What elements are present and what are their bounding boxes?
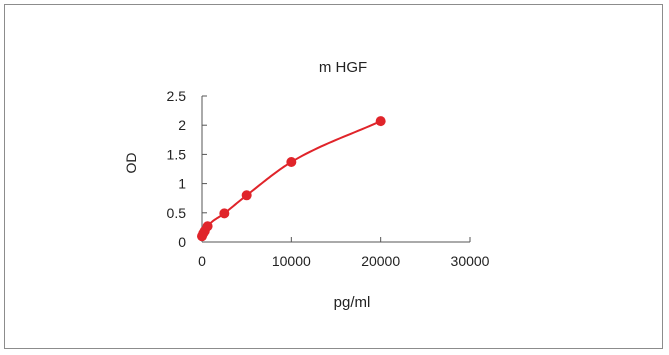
y-tick-label: 2.5 [167, 88, 187, 104]
data-points-layer [197, 116, 386, 242]
data-point [286, 156, 297, 167]
data-point [219, 208, 230, 219]
y-tick-label: 0 [178, 234, 186, 250]
data-point [375, 116, 386, 127]
chart-title: m HGF [319, 59, 367, 76]
x-tick-label: 0 [198, 253, 206, 269]
data-point [241, 190, 252, 201]
y-tick-label: 2 [178, 117, 186, 133]
x-tick-label: 10000 [272, 253, 311, 269]
axes: 0 0.5 1 1.5 2 2.5 0 10000 20000 30000 [167, 88, 490, 269]
fit-curve-layer [201, 120, 382, 237]
y-tick-label: 1 [178, 176, 186, 192]
fit-curve [201, 120, 382, 237]
x-tick-label: 30000 [451, 253, 490, 269]
y-tick-label: 0.5 [167, 205, 187, 221]
y-tick-label: 1.5 [167, 146, 187, 162]
x-tick-label: 20000 [361, 253, 400, 269]
y-axis-label: OD [123, 153, 139, 174]
data-point [202, 221, 213, 232]
chart-frame [4, 4, 663, 349]
x-axis-label: pg/ml [334, 294, 371, 311]
